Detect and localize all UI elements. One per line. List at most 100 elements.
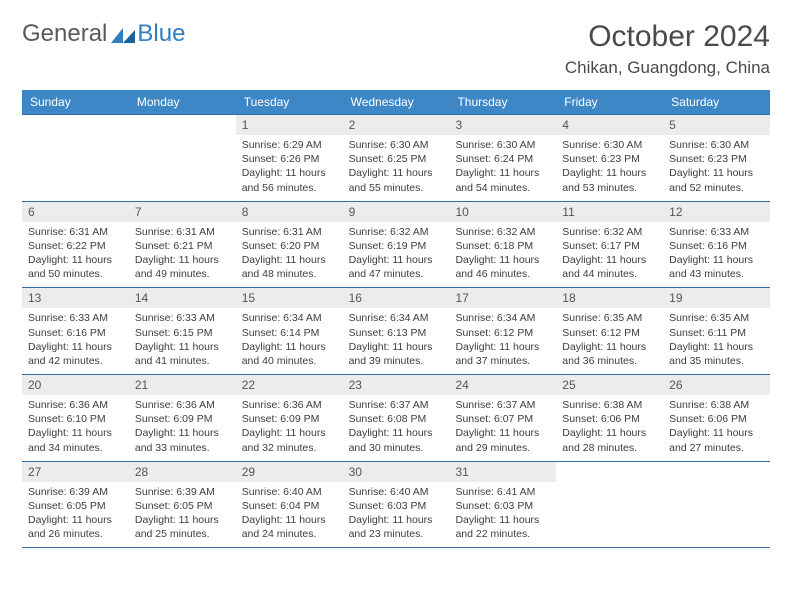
day-cell-empty: . [129,115,236,201]
day-body: Sunrise: 6:37 AMSunset: 6:07 PMDaylight:… [449,395,556,461]
daylight-line: Daylight: 11 hours and 30 minutes. [349,426,444,454]
day-cell: 1Sunrise: 6:29 AMSunset: 6:26 PMDaylight… [236,115,343,201]
day-number: 9 [343,202,450,222]
day-number: 7 [129,202,236,222]
day-body: Sunrise: 6:30 AMSunset: 6:23 PMDaylight:… [663,135,770,201]
day-body: Sunrise: 6:34 AMSunset: 6:13 PMDaylight:… [343,308,450,374]
sunrise-line: Sunrise: 6:39 AM [28,485,123,499]
sunrise-line: Sunrise: 6:35 AM [669,311,764,325]
sunset-line: Sunset: 6:20 PM [242,239,337,253]
daylight-line: Daylight: 11 hours and 52 minutes. [669,166,764,194]
day-cell: 18Sunrise: 6:35 AMSunset: 6:12 PMDayligh… [556,288,663,374]
day-number: 15 [236,288,343,308]
sunset-line: Sunset: 6:04 PM [242,499,337,513]
day-body: Sunrise: 6:36 AMSunset: 6:09 PMDaylight:… [236,395,343,461]
day-body: Sunrise: 6:31 AMSunset: 6:22 PMDaylight:… [22,222,129,288]
daylight-line: Daylight: 11 hours and 47 minutes. [349,253,444,281]
sunrise-line: Sunrise: 6:35 AM [562,311,657,325]
sunset-line: Sunset: 6:08 PM [349,412,444,426]
daylight-line: Daylight: 11 hours and 42 minutes. [28,340,123,368]
daylight-line: Daylight: 11 hours and 23 minutes. [349,513,444,541]
day-body: Sunrise: 6:33 AMSunset: 6:16 PMDaylight:… [22,308,129,374]
day-body: Sunrise: 6:30 AMSunset: 6:25 PMDaylight:… [343,135,450,201]
day-cell: 12Sunrise: 6:33 AMSunset: 6:16 PMDayligh… [663,202,770,288]
day-number: 6 [22,202,129,222]
sunset-line: Sunset: 6:07 PM [455,412,550,426]
day-body: Sunrise: 6:38 AMSunset: 6:06 PMDaylight:… [556,395,663,461]
sunset-line: Sunset: 6:19 PM [349,239,444,253]
day-cell: 11Sunrise: 6:32 AMSunset: 6:17 PMDayligh… [556,202,663,288]
day-number: 22 [236,375,343,395]
day-body: Sunrise: 6:29 AMSunset: 6:26 PMDaylight:… [236,135,343,201]
day-number: 16 [343,288,450,308]
day-number: . [129,115,236,135]
daylight-line: Daylight: 11 hours and 54 minutes. [455,166,550,194]
daylight-line: Daylight: 11 hours and 34 minutes. [28,426,123,454]
sunset-line: Sunset: 6:22 PM [28,239,123,253]
day-body: Sunrise: 6:34 AMSunset: 6:12 PMDaylight:… [449,308,556,374]
day-body: Sunrise: 6:30 AMSunset: 6:23 PMDaylight:… [556,135,663,201]
day-body: Sunrise: 6:36 AMSunset: 6:09 PMDaylight:… [129,395,236,461]
sunset-line: Sunset: 6:10 PM [28,412,123,426]
dow-header: Monday [129,90,236,114]
title-block: October 2024 Chikan, Guangdong, China [565,20,770,78]
day-cell: 30Sunrise: 6:40 AMSunset: 6:03 PMDayligh… [343,462,450,548]
sunset-line: Sunset: 6:11 PM [669,326,764,340]
day-body: Sunrise: 6:31 AMSunset: 6:21 PMDaylight:… [129,222,236,288]
daylight-line: Daylight: 11 hours and 37 minutes. [455,340,550,368]
daylight-line: Daylight: 11 hours and 29 minutes. [455,426,550,454]
day-body: Sunrise: 6:34 AMSunset: 6:14 PMDaylight:… [236,308,343,374]
dow-row: SundayMondayTuesdayWednesdayThursdayFrid… [22,90,770,114]
sunset-line: Sunset: 6:16 PM [28,326,123,340]
sunset-line: Sunset: 6:14 PM [242,326,337,340]
day-cell: 9Sunrise: 6:32 AMSunset: 6:19 PMDaylight… [343,202,450,288]
day-cell: 20Sunrise: 6:36 AMSunset: 6:10 PMDayligh… [22,375,129,461]
week-row: 20Sunrise: 6:36 AMSunset: 6:10 PMDayligh… [22,375,770,462]
sunrise-line: Sunrise: 6:34 AM [349,311,444,325]
day-number: 14 [129,288,236,308]
daylight-line: Daylight: 11 hours and 53 minutes. [562,166,657,194]
day-body: Sunrise: 6:41 AMSunset: 6:03 PMDaylight:… [449,482,556,548]
sunrise-line: Sunrise: 6:31 AM [135,225,230,239]
sunrise-line: Sunrise: 6:38 AM [669,398,764,412]
day-cell: 3Sunrise: 6:30 AMSunset: 6:24 PMDaylight… [449,115,556,201]
month-title: October 2024 [565,20,770,54]
sunset-line: Sunset: 6:23 PM [562,152,657,166]
day-cell: 24Sunrise: 6:37 AMSunset: 6:07 PMDayligh… [449,375,556,461]
sunrise-line: Sunrise: 6:30 AM [669,138,764,152]
sunrise-line: Sunrise: 6:30 AM [562,138,657,152]
sunset-line: Sunset: 6:06 PM [562,412,657,426]
daylight-line: Daylight: 11 hours and 55 minutes. [349,166,444,194]
day-cell: 29Sunrise: 6:40 AMSunset: 6:04 PMDayligh… [236,462,343,548]
sunrise-line: Sunrise: 6:30 AM [455,138,550,152]
sunrise-line: Sunrise: 6:37 AM [349,398,444,412]
sunset-line: Sunset: 6:12 PM [455,326,550,340]
sunrise-line: Sunrise: 6:36 AM [135,398,230,412]
logo: General Blue [22,20,185,48]
logo-text-general: General [22,20,107,48]
day-cell: 22Sunrise: 6:36 AMSunset: 6:09 PMDayligh… [236,375,343,461]
day-number: 20 [22,375,129,395]
day-body: Sunrise: 6:35 AMSunset: 6:11 PMDaylight:… [663,308,770,374]
sunset-line: Sunset: 6:15 PM [135,326,230,340]
day-number: . [22,115,129,135]
sunset-line: Sunset: 6:06 PM [669,412,764,426]
sunset-line: Sunset: 6:12 PM [562,326,657,340]
sunset-line: Sunset: 6:26 PM [242,152,337,166]
sunrise-line: Sunrise: 6:40 AM [349,485,444,499]
daylight-line: Daylight: 11 hours and 48 minutes. [242,253,337,281]
day-cell-empty: . [556,462,663,548]
day-body: Sunrise: 6:33 AMSunset: 6:16 PMDaylight:… [663,222,770,288]
dow-header: Sunday [22,90,129,114]
day-number: 21 [129,375,236,395]
day-body: Sunrise: 6:39 AMSunset: 6:05 PMDaylight:… [129,482,236,548]
day-cell-empty: . [22,115,129,201]
day-number: 25 [556,375,663,395]
day-number: 31 [449,462,556,482]
sunrise-line: Sunrise: 6:33 AM [28,311,123,325]
sunset-line: Sunset: 6:21 PM [135,239,230,253]
day-body: Sunrise: 6:31 AMSunset: 6:20 PMDaylight:… [236,222,343,288]
logo-text-blue: Blue [137,20,185,48]
sunrise-line: Sunrise: 6:31 AM [242,225,337,239]
day-body: Sunrise: 6:30 AMSunset: 6:24 PMDaylight:… [449,135,556,201]
